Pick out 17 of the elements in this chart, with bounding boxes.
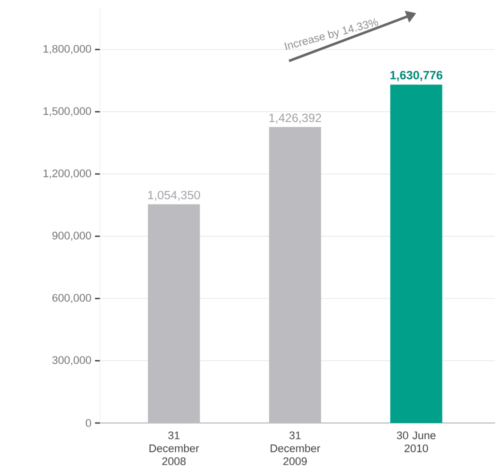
x-tick-label: 31 December 2008	[150, 431, 199, 465]
bar	[390, 84, 442, 423]
y-tick-label: 1,800,000	[44, 44, 92, 54]
y-tick-label: 0	[86, 418, 92, 427]
data-label: 1,630,776	[390, 70, 442, 81]
bar	[269, 126, 322, 423]
data-label: 1,054,350	[148, 190, 200, 200]
y-tick-label: 1,500,000	[44, 106, 92, 116]
annotation: Increase by 14.33%	[284, 18, 378, 50]
x-tick-label: 30 June 2010	[396, 431, 436, 452]
data-label: 1,426,392	[269, 113, 322, 124]
y-tick-label: 1,200,000	[44, 169, 92, 178]
bar	[148, 204, 200, 423]
y-tick-label: 300,000	[52, 356, 92, 366]
y-tick-label: 600,000	[52, 294, 92, 303]
y-tick-label: 900,000	[52, 231, 92, 241]
x-tick-label: 31 December 2009	[270, 431, 320, 465]
